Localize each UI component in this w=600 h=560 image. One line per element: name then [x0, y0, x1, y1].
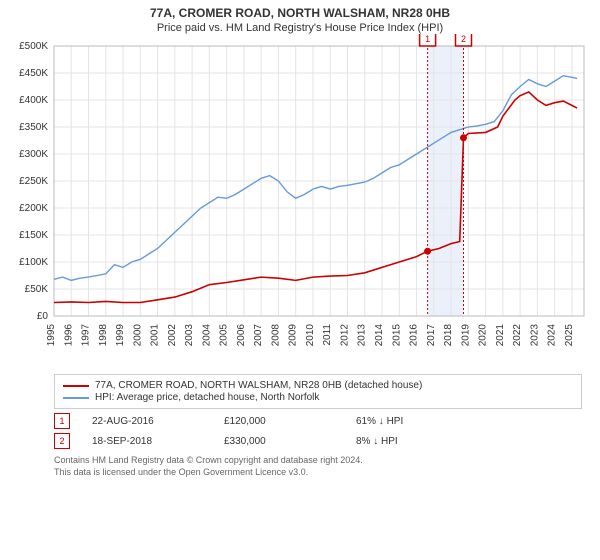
svg-text:1996: 1996 [63, 324, 74, 347]
txn-date: 18-SEP-2018 [92, 436, 202, 447]
txn-price: £330,000 [224, 436, 334, 447]
svg-text:1997: 1997 [81, 324, 92, 347]
svg-text:1998: 1998 [98, 324, 109, 347]
svg-text:2012: 2012 [339, 324, 350, 347]
footer-line1: Contains HM Land Registry data © Crown c… [54, 455, 582, 467]
legend-item: HPI: Average price, detached house, Nort… [63, 392, 573, 403]
svg-text:2006: 2006 [236, 324, 247, 347]
svg-text:2023: 2023 [529, 324, 540, 347]
svg-text:£150K: £150K [19, 230, 48, 241]
svg-text:2011: 2011 [322, 324, 333, 346]
legend-swatch-blue [63, 397, 89, 399]
chart-titles: 77A, CROMER ROAD, NORTH WALSHAM, NR28 0H… [0, 0, 600, 34]
legend-label: HPI: Average price, detached house, Nort… [95, 392, 319, 403]
txn-vs-hpi: 8% ↓ HPI [356, 436, 466, 447]
svg-text:2000: 2000 [132, 324, 143, 347]
svg-text:2007: 2007 [253, 324, 264, 347]
title-address: 77A, CROMER ROAD, NORTH WALSHAM, NR28 0H… [0, 6, 600, 20]
svg-text:£450K: £450K [19, 68, 48, 79]
svg-text:2018: 2018 [443, 324, 454, 347]
svg-text:£350K: £350K [19, 122, 48, 133]
title-sub: Price paid vs. HM Land Registry's House … [0, 22, 600, 34]
price-chart: £0 £50K £100K £150K £200K £250K £300K £350K £400… [0, 34, 600, 372]
svg-text:2025: 2025 [564, 324, 575, 347]
transaction-table: 1 22-AUG-2016 £120,000 61% ↓ HPI 2 18-SE… [54, 413, 582, 449]
txn-price: £120,000 [224, 416, 334, 427]
attribution: Contains HM Land Registry data © Crown c… [54, 455, 582, 478]
svg-text:2010: 2010 [305, 324, 316, 347]
txn-date: 22-AUG-2016 [92, 416, 202, 427]
legend-item: 77A, CROMER ROAD, NORTH WALSHAM, NR28 0H… [63, 380, 573, 391]
legend: 77A, CROMER ROAD, NORTH WALSHAM, NR28 0H… [54, 374, 582, 409]
svg-text:2001: 2001 [150, 324, 161, 347]
legend-swatch-red [63, 385, 89, 387]
svg-text:2015: 2015 [391, 324, 402, 347]
svg-text:1999: 1999 [115, 324, 126, 347]
footer-line2: This data is licensed under the Open Gov… [54, 467, 582, 479]
legend-label: 77A, CROMER ROAD, NORTH WALSHAM, NR28 0H… [95, 380, 422, 391]
svg-text:2013: 2013 [357, 324, 368, 347]
svg-text:2009: 2009 [288, 324, 299, 347]
svg-text:2017: 2017 [426, 324, 437, 347]
table-row: 2 18-SEP-2018 £330,000 8% ↓ HPI [54, 433, 582, 449]
svg-text:£0: £0 [37, 311, 49, 322]
svg-text:2022: 2022 [512, 324, 523, 347]
svg-text:2004: 2004 [201, 324, 212, 347]
svg-text:£200K: £200K [19, 203, 48, 214]
svg-text:£300K: £300K [19, 149, 48, 160]
svg-text:2014: 2014 [374, 324, 385, 347]
svg-text:2008: 2008 [270, 324, 281, 347]
txn-vs-hpi: 61% ↓ HPI [356, 416, 466, 427]
svg-text:£50K: £50K [25, 284, 49, 295]
svg-text:£400K: £400K [19, 95, 48, 106]
svg-text:2003: 2003 [184, 324, 195, 347]
svg-text:2005: 2005 [219, 324, 230, 347]
marker-2-icon: 2 [54, 433, 70, 449]
svg-text:2: 2 [461, 34, 466, 44]
svg-text:2024: 2024 [547, 324, 558, 347]
svg-text:£100K: £100K [19, 257, 48, 268]
svg-text:£500K: £500K [19, 41, 48, 52]
table-row: 1 22-AUG-2016 £120,000 61% ↓ HPI [54, 413, 582, 429]
svg-text:1995: 1995 [46, 324, 57, 347]
svg-text:£250K: £250K [19, 176, 48, 187]
svg-text:1: 1 [425, 34, 430, 44]
svg-text:2021: 2021 [495, 324, 506, 347]
svg-text:2020: 2020 [478, 324, 489, 347]
svg-text:2019: 2019 [460, 324, 471, 347]
svg-text:2002: 2002 [167, 324, 178, 347]
marker-1-icon: 1 [54, 413, 70, 429]
svg-text:2016: 2016 [409, 324, 420, 347]
